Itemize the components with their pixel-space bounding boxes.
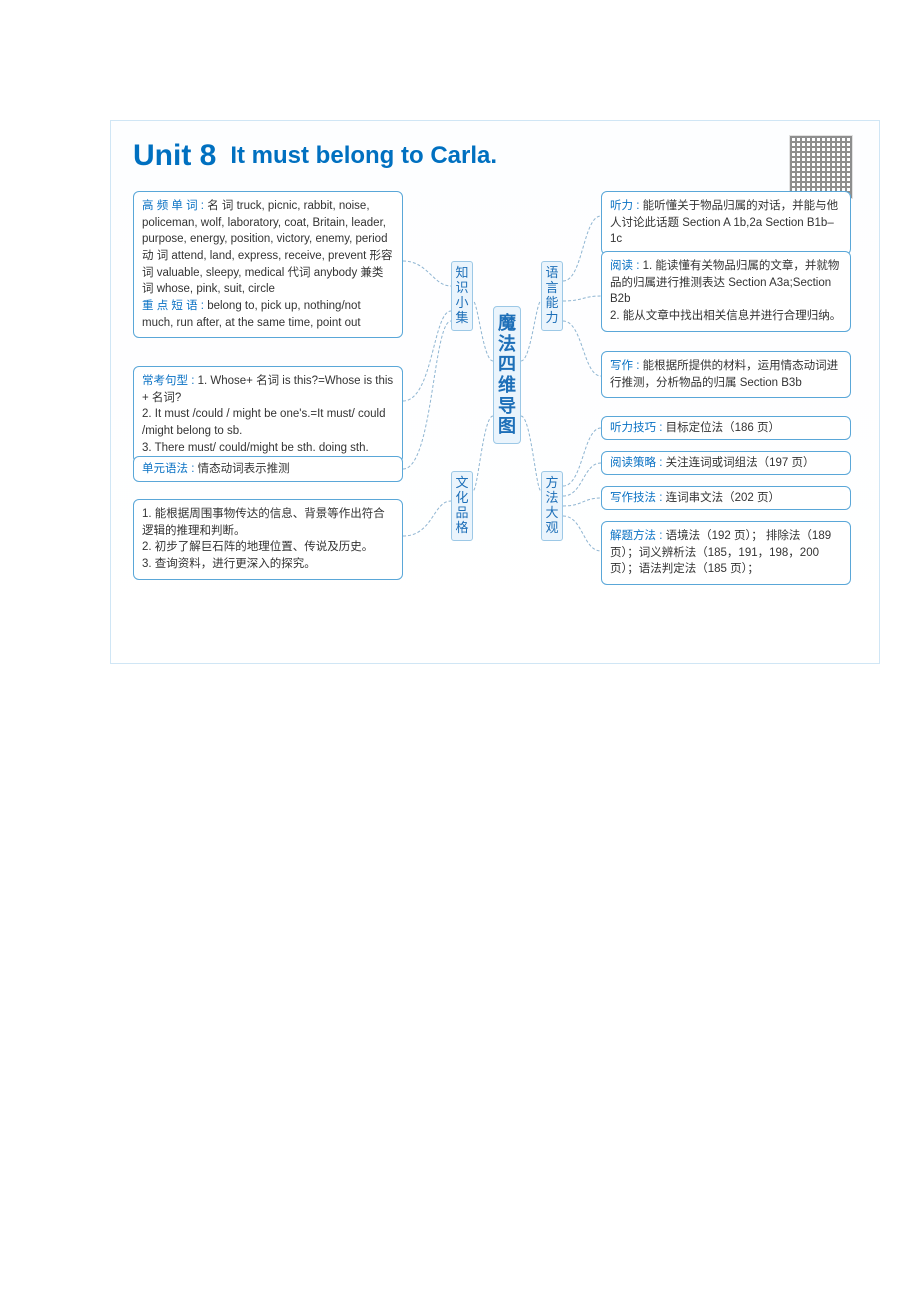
page: 词汇表听写 Unit 8 It must belong to Carla. [110, 120, 880, 664]
box-read-strategy: 阅读策略 : 关注连词或词组法（197 页） [601, 451, 851, 475]
node-knowledge: 知识小集 [451, 261, 473, 331]
rstrat-label: 阅读策略 : [610, 457, 662, 469]
wtech-text: 连词串文法（202 页） [666, 492, 780, 504]
write-label: 写作 : [610, 360, 639, 372]
page-title: It must belong to Carla. [230, 142, 497, 170]
culture-text: 1. 能根据周围事物传达的信息、背景等作出符合逻辑的推理和判断。 2. 初步了解… [142, 508, 385, 570]
grammar-text: 情态动词表示推测 [198, 463, 290, 475]
lskill-label: 听力技巧 : [610, 422, 662, 434]
node-culture: 文化品格 [451, 471, 473, 541]
wtech-label: 写作技法 : [610, 492, 662, 504]
vocab-label1: 高 频 单 词 : [142, 200, 204, 212]
box-vocab: 高 频 单 词 : 名 词 truck, picnic, rabbit, noi… [133, 191, 403, 338]
box-listen-skill: 听力技巧 : 目标定位法（186 页） [601, 416, 851, 440]
node-language: 语言能力 [541, 261, 563, 331]
box-write: 写作 : 能根据所提供的材料，运用情态动词进行推测，分析物品的归属 Sectio… [601, 351, 851, 398]
vocab-text1: 名 词 truck, picnic, rabbit, noise, police… [142, 200, 393, 295]
rstrat-text: 关注连词或词组法（197 页） [666, 457, 815, 469]
box-grammar: 单元语法 : 情态动词表示推测 [133, 456, 403, 482]
read-label: 阅读 : [610, 260, 639, 272]
vocab-label2: 重 点 短 语 : [142, 300, 204, 312]
box-listen: 听力 : 能听懂关于物品归属的对话，并能与他人讨论此话题 Section A 1… [601, 191, 851, 255]
listen-label: 听力 : [610, 200, 639, 212]
listen-text: 能听懂关于物品归属的对话，并能与他人讨论此话题 Section A 1b,2a … [610, 200, 838, 245]
mindmap: 高 频 单 词 : 名 词 truck, picnic, rabbit, noi… [133, 191, 857, 641]
pattern-label: 常考句型 : [142, 375, 194, 387]
method-label: 解题方法 : [610, 530, 662, 542]
read-text: 1. 能读懂有关物品归属的文章，并就物品的归属进行推测表达 Section A3… [610, 260, 841, 322]
box-write-tech: 写作技法 : 连词串文法（202 页） [601, 486, 851, 510]
grammar-label: 单元语法 : [142, 463, 194, 475]
qr-icon [789, 135, 853, 199]
box-method: 解题方法 : 语境法（192 页）； 排除法（189 页）；词义辨析法（185，… [601, 521, 851, 585]
node-method: 方法大观 [541, 471, 563, 541]
header: Unit 8 It must belong to Carla. [133, 139, 857, 173]
lskill-text: 目标定位法（186 页） [666, 422, 780, 434]
box-culture: 1. 能根据周围事物传达的信息、背景等作出符合逻辑的推理和判断。 2. 初步了解… [133, 499, 403, 580]
spine: 魔法四维导图 [493, 306, 521, 444]
box-read: 阅读 : 1. 能读懂有关物品归属的文章，并就物品的归属进行推测表达 Secti… [601, 251, 851, 332]
write-text: 能根据所提供的材料，运用情态动词进行推测，分析物品的归属 Section B3b [610, 360, 838, 389]
box-pattern: 常考句型 : 1. Whose+ 名词 is this?=Whose is th… [133, 366, 403, 463]
unit-number: Unit 8 [133, 139, 216, 173]
